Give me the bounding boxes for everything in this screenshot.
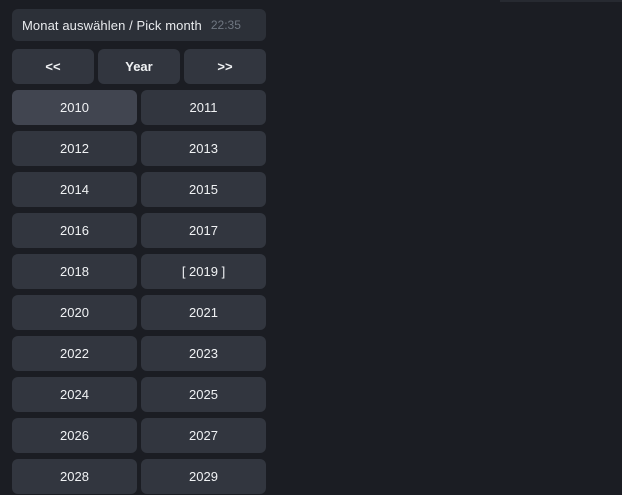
picker-nav-row: << Year >>	[12, 49, 266, 84]
picker-header: Monat auswählen / Pick month 22:35	[12, 9, 266, 41]
page-title: Monat auswählen / Pick month	[22, 17, 202, 33]
prev-page-button[interactable]: <<	[12, 49, 94, 84]
year-button[interactable]: 2011	[141, 90, 266, 125]
year-button[interactable]: 2023	[141, 336, 266, 371]
year-button[interactable]: 2025	[141, 377, 266, 412]
year-button[interactable]: 2016	[12, 213, 137, 248]
year-button[interactable]: 2028	[12, 459, 137, 494]
year-picker-panel: Monat auswählen / Pick month 22:35 << Ye…	[0, 0, 278, 494]
year-button[interactable]: 2026	[12, 418, 137, 453]
year-grid: 2010 2011 2012 2013 2014 2015 2016 2017 2018[ 20…	[12, 90, 266, 494]
clock-label: 22:35	[210, 18, 241, 32]
zoom-level-button[interactable]: Year	[98, 49, 180, 84]
year-button[interactable]: 2015	[141, 172, 266, 207]
year-button[interactable]: 2010	[12, 90, 137, 125]
year-button[interactable]: 2027	[141, 418, 266, 453]
year-button[interactable]: 2012	[12, 131, 137, 166]
year-button[interactable]: 2021	[141, 295, 266, 330]
year-button[interactable]: 2013	[141, 131, 266, 166]
year-button[interactable]: [ 2019 ]	[141, 254, 266, 289]
next-page-button[interactable]: >>	[184, 49, 266, 84]
year-button[interactable]: 2029	[141, 459, 266, 494]
year-button[interactable]: 2024	[12, 377, 137, 412]
year-button[interactable]: 2014	[12, 172, 137, 207]
top-edge-strip	[500, 0, 622, 2]
year-button[interactable]: 2020	[12, 295, 137, 330]
year-button[interactable]: 2017	[141, 213, 266, 248]
year-button[interactable]: 2022	[12, 336, 137, 371]
year-button[interactable]: 2018	[12, 254, 137, 289]
